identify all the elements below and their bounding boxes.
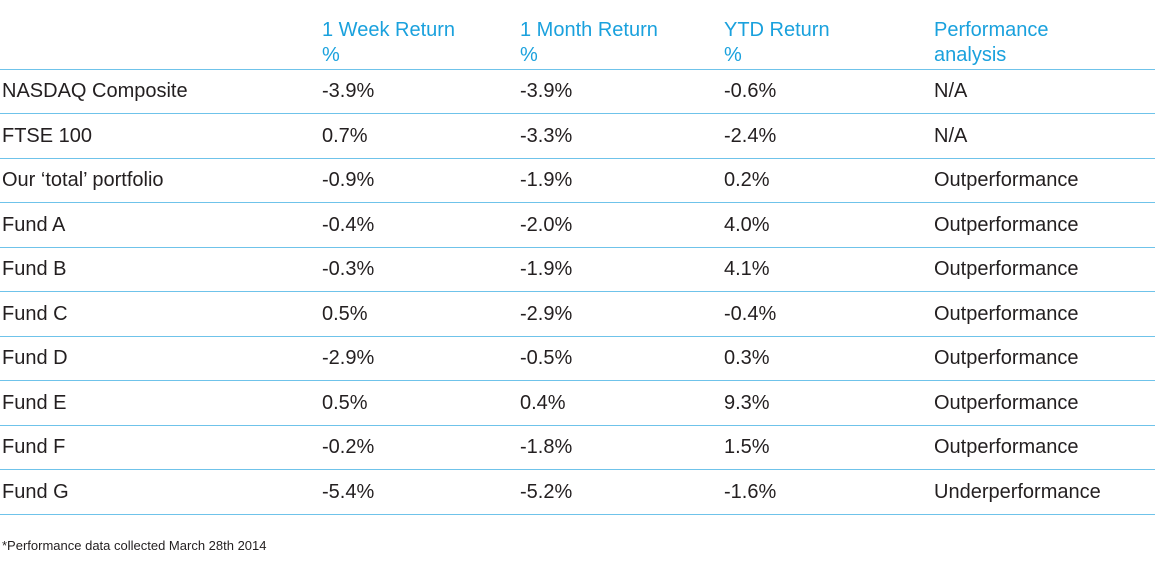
header-line: analysis bbox=[934, 44, 1007, 66]
cell-1-month: 0.4% bbox=[516, 380, 720, 426]
cell-ytd: -0.4% bbox=[720, 291, 930, 337]
row-label: Fund E bbox=[0, 380, 318, 426]
row-label: Fund A bbox=[0, 202, 318, 248]
row-label: NASDAQ Composite bbox=[0, 69, 318, 114]
cell-ytd: -0.6% bbox=[720, 69, 930, 114]
header-line: % bbox=[322, 44, 340, 66]
row-label: Fund C bbox=[0, 291, 318, 337]
cell-analysis: Outperformance bbox=[930, 336, 1155, 381]
row-label: FTSE 100 bbox=[0, 113, 318, 159]
header-1-week-return: 1 Week Return % bbox=[318, 0, 516, 70]
header-blank bbox=[0, 0, 318, 70]
cell-1-week: -5.4% bbox=[318, 469, 516, 515]
cell-1-week: 0.5% bbox=[318, 291, 516, 337]
row-label: Fund G bbox=[0, 469, 318, 515]
row-label: Fund F bbox=[0, 425, 318, 470]
cell-1-week: -2.9% bbox=[318, 336, 516, 381]
table-header-row: 1 Week Return % 1 Month Return % YTD Ret… bbox=[0, 0, 1155, 70]
table-row: Fund C 0.5% -2.9% -0.4% Outperformance bbox=[0, 291, 1155, 337]
row-label: Fund B bbox=[0, 247, 318, 292]
cell-analysis: N/A bbox=[930, 113, 1155, 159]
cell-ytd: 9.3% bbox=[720, 380, 930, 426]
cell-1-month: -1.8% bbox=[516, 425, 720, 470]
cell-analysis: Outperformance bbox=[930, 158, 1155, 203]
cell-1-week: 0.7% bbox=[318, 113, 516, 159]
cell-1-month: -5.2% bbox=[516, 469, 720, 515]
cell-analysis: Outperformance bbox=[930, 202, 1155, 248]
performance-table-wrapper: 1 Week Return % 1 Month Return % YTD Ret… bbox=[0, 0, 1155, 515]
cell-analysis: N/A bbox=[930, 69, 1155, 114]
cell-analysis: Underperformance bbox=[930, 469, 1155, 515]
header-1-month-return: 1 Month Return % bbox=[516, 0, 720, 70]
cell-1-month: -2.9% bbox=[516, 291, 720, 337]
cell-analysis: Outperformance bbox=[930, 247, 1155, 292]
cell-ytd: 0.3% bbox=[720, 336, 930, 381]
header-ytd-return: YTD Return % bbox=[720, 0, 930, 70]
table-row: Fund E 0.5% 0.4% 9.3% Outperformance bbox=[0, 380, 1155, 426]
table-row: Fund G -5.4% -5.2% -1.6% Underperformanc… bbox=[0, 469, 1155, 515]
performance-table: 1 Week Return % 1 Month Return % YTD Ret… bbox=[0, 0, 1155, 515]
table-row: Fund A -0.4% -2.0% 4.0% Outperformance bbox=[0, 202, 1155, 248]
cell-analysis: Outperformance bbox=[930, 380, 1155, 426]
table-row: FTSE 100 0.7% -3.3% -2.4% N/A bbox=[0, 113, 1155, 159]
table-row: Fund D -2.9% -0.5% 0.3% Outperformance bbox=[0, 336, 1155, 381]
row-label: Fund D bbox=[0, 336, 318, 381]
cell-analysis: Outperformance bbox=[930, 425, 1155, 470]
cell-1-month: -1.9% bbox=[516, 158, 720, 203]
cell-ytd: 0.2% bbox=[720, 158, 930, 203]
header-line: YTD Return bbox=[724, 19, 830, 41]
header-line: % bbox=[520, 44, 538, 66]
cell-1-week: -3.9% bbox=[318, 69, 516, 114]
header-line: 1 Month Return bbox=[520, 19, 658, 41]
cell-1-week: 0.5% bbox=[318, 380, 516, 426]
row-label: Our ‘total’ portfolio bbox=[0, 158, 318, 203]
table-row: NASDAQ Composite -3.9% -3.9% -0.6% N/A bbox=[0, 69, 1155, 114]
cell-1-week: -0.4% bbox=[318, 202, 516, 248]
cell-1-week: -0.9% bbox=[318, 158, 516, 203]
cell-1-month: -1.9% bbox=[516, 247, 720, 292]
header-line: 1 Week Return bbox=[322, 19, 456, 41]
table-row: Fund B -0.3% -1.9% 4.1% Outperformance bbox=[0, 247, 1155, 292]
cell-ytd: 4.0% bbox=[720, 202, 930, 248]
cell-analysis: Outperformance bbox=[930, 291, 1155, 337]
cell-1-month: -2.0% bbox=[516, 202, 720, 248]
header-line: % bbox=[724, 44, 742, 66]
cell-1-month: -3.9% bbox=[516, 69, 720, 114]
cell-ytd: 4.1% bbox=[720, 247, 930, 292]
cell-1-week: -0.2% bbox=[318, 425, 516, 470]
cell-1-month: -3.3% bbox=[516, 113, 720, 159]
cell-1-week: -0.3% bbox=[318, 247, 516, 292]
header-line: Performance bbox=[934, 19, 1049, 41]
footnote: *Performance data collected March 28th 2… bbox=[2, 538, 267, 553]
table-row: Our ‘total’ portfolio -0.9% -1.9% 0.2% O… bbox=[0, 158, 1155, 203]
table-row: Fund F -0.2% -1.8% 1.5% Outperformance bbox=[0, 425, 1155, 470]
header-performance-analysis: Performance analysis bbox=[930, 0, 1155, 70]
cell-ytd: -2.4% bbox=[720, 113, 930, 159]
cell-ytd: -1.6% bbox=[720, 469, 930, 515]
cell-ytd: 1.5% bbox=[720, 425, 930, 470]
cell-1-month: -0.5% bbox=[516, 336, 720, 381]
